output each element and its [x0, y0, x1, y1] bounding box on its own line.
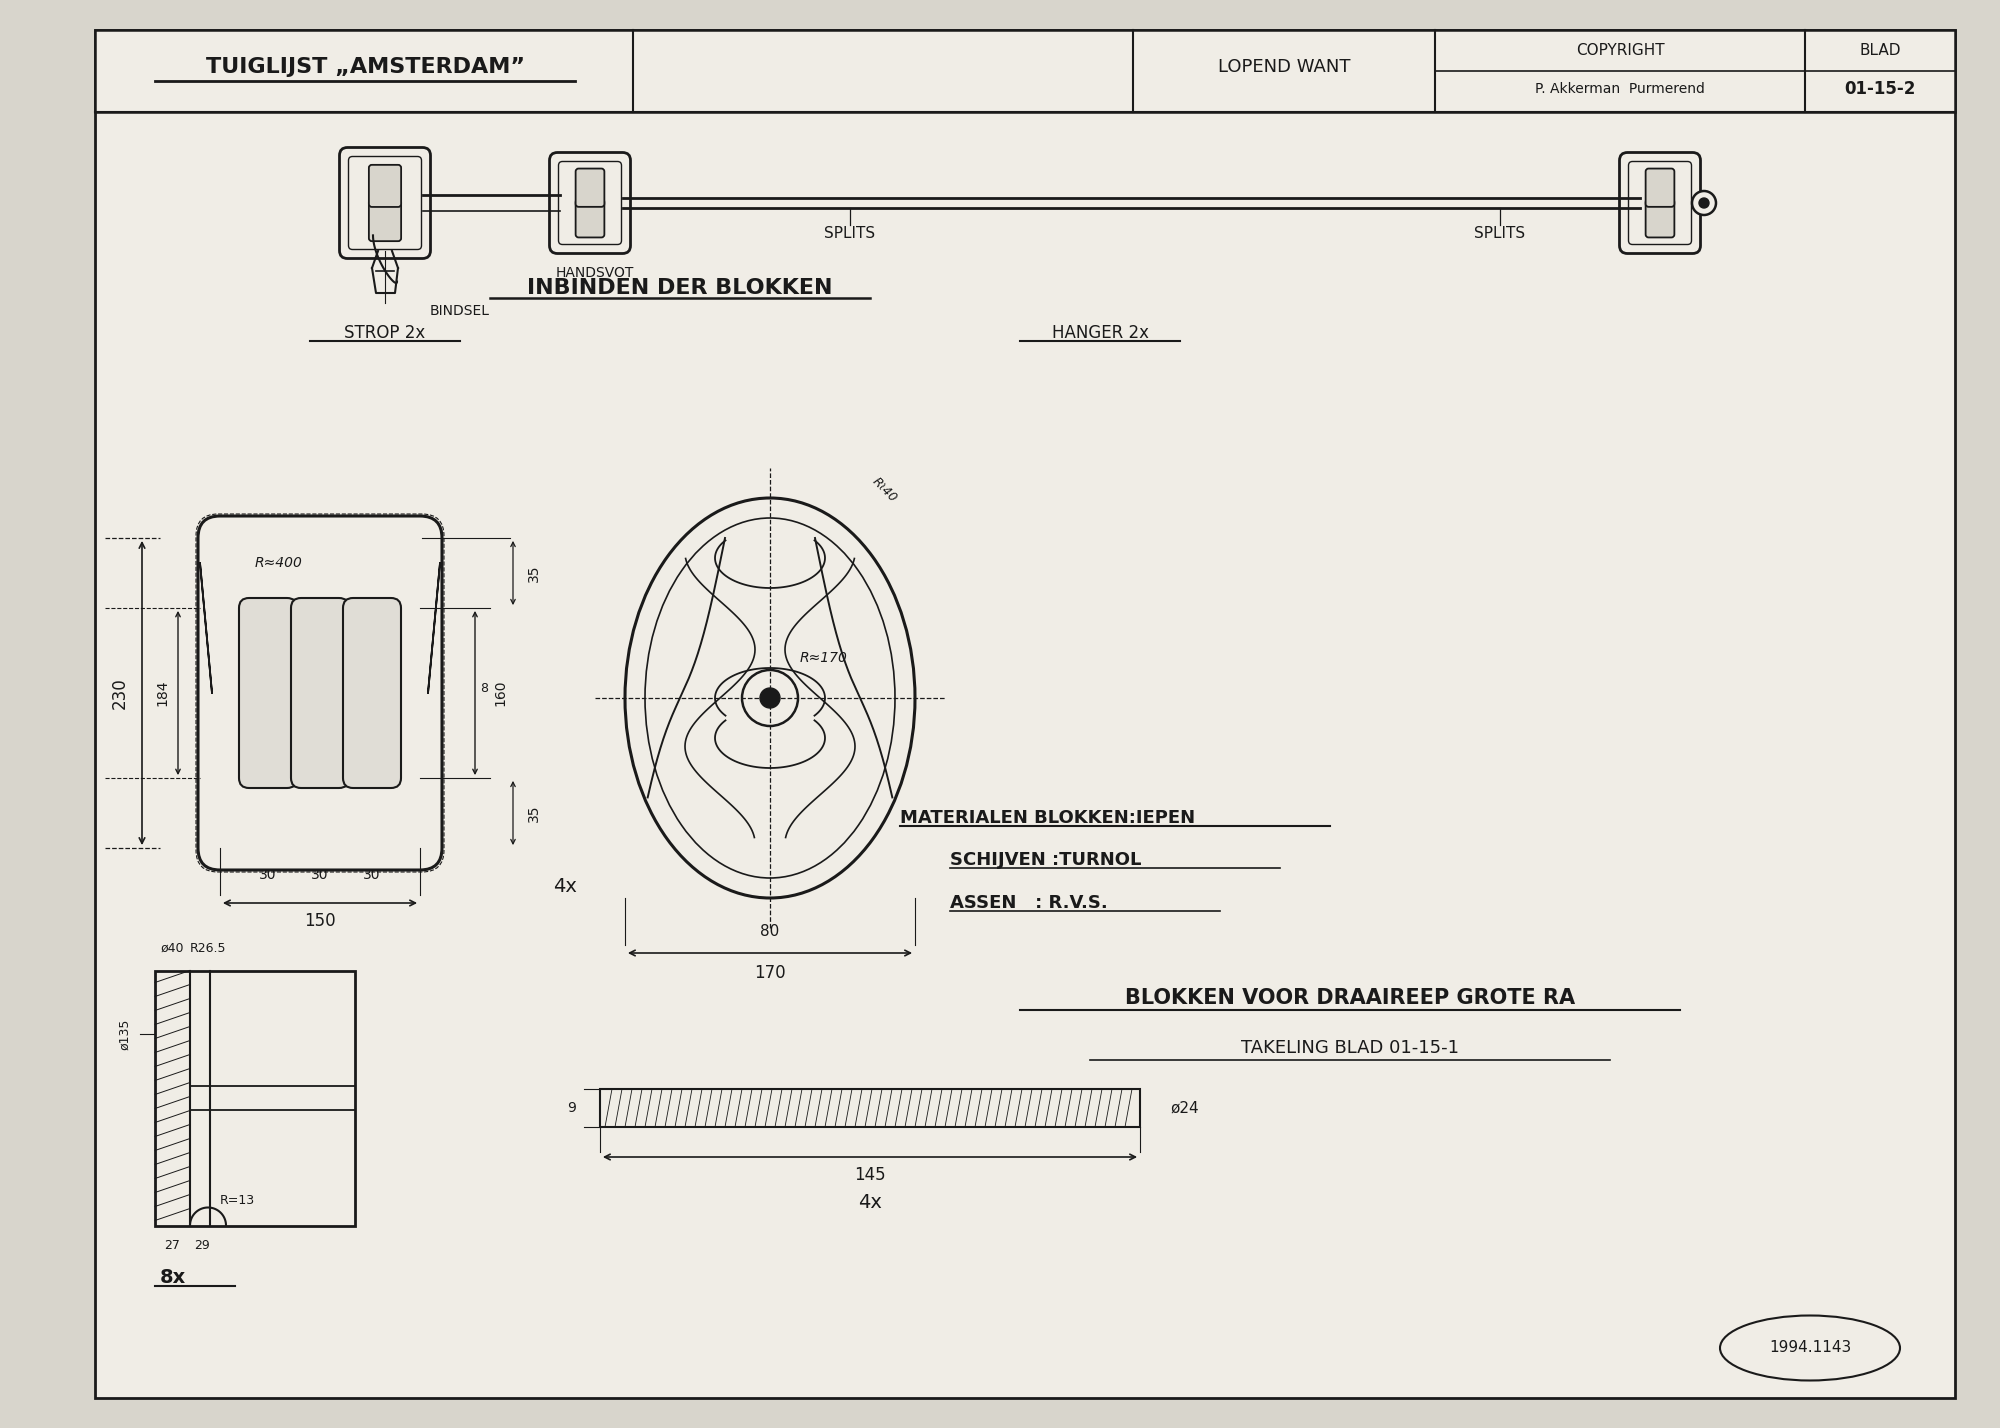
Text: SCHIJVEN :TURNOL: SCHIJVEN :TURNOL [950, 851, 1142, 870]
Text: 35: 35 [528, 564, 540, 581]
Text: 150: 150 [304, 912, 336, 930]
Text: MATERIALEN BLOKKEN:IEPEN: MATERIALEN BLOKKEN:IEPEN [900, 810, 1196, 827]
Text: COPYRIGHT: COPYRIGHT [1576, 43, 1664, 59]
Text: LOPEND WANT: LOPEND WANT [1218, 59, 1350, 76]
FancyBboxPatch shape [292, 598, 350, 788]
Text: INBINDEN DER BLOKKEN: INBINDEN DER BLOKKEN [528, 278, 832, 298]
FancyBboxPatch shape [1646, 198, 1674, 237]
Circle shape [1700, 198, 1708, 208]
Text: R≈400: R≈400 [256, 555, 302, 570]
Text: BLOKKEN VOOR DRAAIREEP GROTE RA: BLOKKEN VOOR DRAAIREEP GROTE RA [1124, 988, 1576, 1008]
Ellipse shape [624, 498, 916, 898]
FancyBboxPatch shape [340, 147, 430, 258]
Bar [600, 1090, 1140, 1127]
Text: 8x: 8x [160, 1268, 186, 1287]
Text: 184: 184 [156, 680, 168, 707]
Text: 170: 170 [754, 964, 786, 982]
Text: 145: 145 [854, 1167, 886, 1184]
Text: 30: 30 [312, 868, 328, 883]
Text: SPLITS: SPLITS [1474, 226, 1526, 240]
Ellipse shape [644, 518, 896, 878]
Text: P. Akkerman  Purmerend: P. Akkerman Purmerend [1536, 81, 1704, 96]
FancyBboxPatch shape [348, 157, 422, 250]
Text: BLAD: BLAD [1860, 43, 1900, 59]
Text: 160: 160 [492, 680, 508, 707]
Text: ø135: ø135 [118, 1018, 132, 1050]
Text: R≈170: R≈170 [800, 651, 848, 665]
FancyBboxPatch shape [1646, 169, 1674, 207]
FancyBboxPatch shape [1620, 153, 1700, 254]
FancyBboxPatch shape [344, 598, 400, 788]
FancyBboxPatch shape [576, 198, 604, 237]
Text: 230: 230 [112, 677, 128, 708]
Text: 8: 8 [480, 681, 488, 694]
FancyBboxPatch shape [368, 164, 402, 207]
Text: 4x: 4x [858, 1192, 882, 1211]
Text: R26.5: R26.5 [190, 942, 226, 955]
Text: TAKELING BLAD 01-15-1: TAKELING BLAD 01-15-1 [1240, 1040, 1460, 1057]
Text: ASSEN   : R.V.S.: ASSEN : R.V.S. [950, 894, 1108, 912]
Text: 29: 29 [194, 1240, 210, 1252]
Text: 1994.1143: 1994.1143 [1768, 1341, 1852, 1355]
Text: 9: 9 [568, 1101, 576, 1115]
FancyBboxPatch shape [198, 516, 442, 870]
Text: 30: 30 [260, 868, 276, 883]
Text: 27: 27 [164, 1240, 180, 1252]
FancyBboxPatch shape [240, 598, 296, 788]
Text: R=13: R=13 [220, 1194, 256, 1207]
Text: R≀40: R≀40 [870, 476, 900, 506]
Text: 35: 35 [528, 804, 540, 821]
FancyBboxPatch shape [558, 161, 622, 244]
Ellipse shape [1720, 1315, 1900, 1381]
Text: SPLITS: SPLITS [824, 226, 876, 240]
Bar [156, 971, 356, 1225]
Text: 30: 30 [364, 868, 380, 883]
FancyBboxPatch shape [368, 198, 402, 241]
FancyBboxPatch shape [550, 153, 630, 254]
Bar [96, 30, 1956, 111]
Text: HANDSVOT: HANDSVOT [556, 266, 634, 280]
FancyBboxPatch shape [1628, 161, 1692, 244]
Circle shape [742, 670, 798, 725]
Text: 4x: 4x [554, 877, 576, 895]
Text: 01-15-2: 01-15-2 [1844, 80, 1916, 99]
Text: HANGER 2x: HANGER 2x [1052, 324, 1148, 341]
Text: 80: 80 [760, 924, 780, 938]
Text: BINDSEL: BINDSEL [430, 304, 490, 318]
Text: STROP 2x: STROP 2x [344, 324, 426, 341]
Text: ø40: ø40 [160, 942, 184, 955]
FancyBboxPatch shape [576, 169, 604, 207]
Text: TUIGLIJST „AMSTERDAM”: TUIGLIJST „AMSTERDAM” [206, 57, 524, 77]
Text: ø24: ø24 [1170, 1101, 1198, 1115]
Circle shape [760, 688, 780, 708]
Circle shape [1692, 191, 1716, 216]
